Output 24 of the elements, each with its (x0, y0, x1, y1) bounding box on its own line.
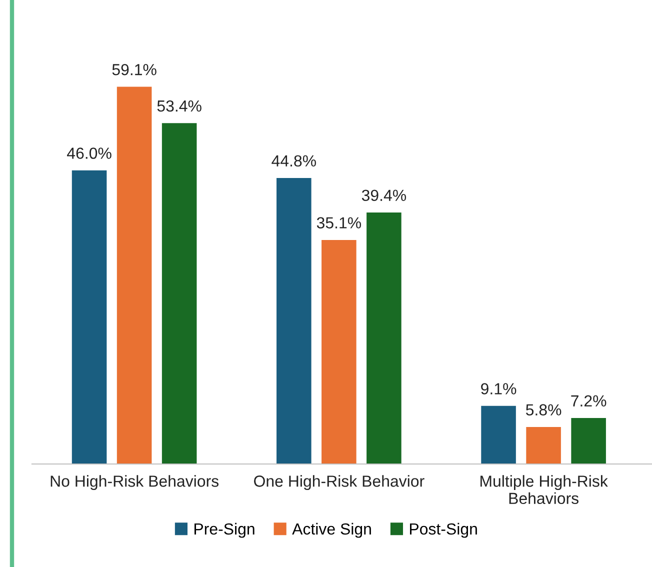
bar (366, 212, 402, 464)
legend-label: Post-Sign (410, 522, 477, 538)
bar (526, 426, 561, 464)
bar (162, 123, 197, 464)
data-label: 59.1% (112, 64, 156, 76)
data-label: 39.4% (362, 190, 406, 202)
data-label: 5.8% (526, 404, 562, 416)
bar (116, 86, 152, 464)
bar (571, 418, 606, 464)
data-label: 44.8% (272, 155, 316, 167)
bar (322, 240, 356, 464)
bar (276, 178, 312, 464)
data-label: 35.1% (316, 217, 362, 228)
x-tick-label: Multiple High-Risk Behaviors (480, 475, 608, 504)
bar (72, 170, 107, 464)
legend-label: Active Sign (292, 522, 371, 538)
legend-label: Pre-Sign (194, 522, 254, 538)
data-label: 46.0% (67, 148, 112, 159)
data-label: 9.1% (481, 383, 516, 394)
bar (481, 406, 516, 464)
x-tick-label: No High-Risk Behaviors (50, 475, 219, 490)
data-label: 53.4% (157, 100, 202, 112)
data-label: 7.2% (571, 395, 606, 406)
x-tick-label: One High-Risk Behavior (254, 475, 424, 490)
